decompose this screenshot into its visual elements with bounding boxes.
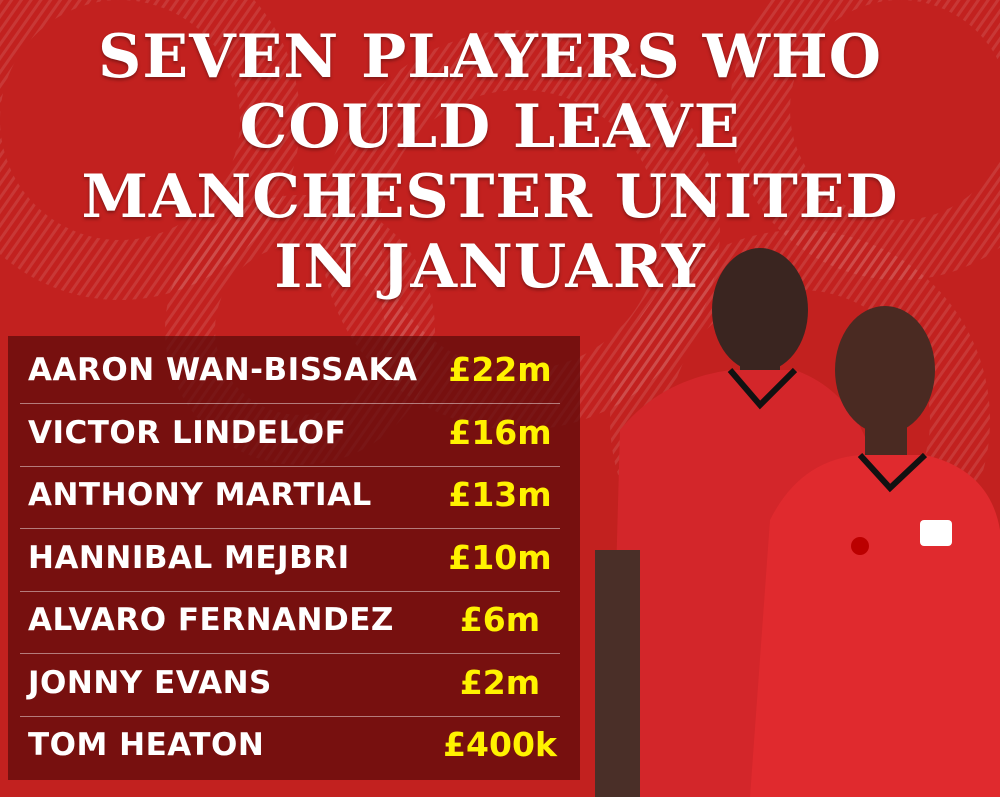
row-divider	[20, 528, 560, 529]
table-row: AARON WAN-BISSAKA £22m	[8, 342, 580, 404]
table-row: VICTOR LINDELOF £16m	[8, 405, 580, 467]
player-value: £6m	[459, 600, 541, 639]
row-divider	[20, 590, 560, 592]
player-value: £10m	[448, 537, 552, 577]
player-value: £400k	[443, 725, 557, 764]
player-name: JONNY EVANS	[28, 664, 272, 701]
player-name: AARON WAN-BISSAKA	[28, 352, 418, 388]
player-value: £13m	[448, 475, 552, 514]
player-name: TOM HEATON	[28, 727, 265, 763]
title-line: SEVEN PLAYERS WHO	[98, 22, 882, 92]
table-row: TOM HEATON £400k	[8, 717, 580, 779]
player-photos	[595, 248, 1000, 797]
player-value: £16m	[448, 412, 552, 452]
table-row: ANTHONY MARTIAL £13m	[8, 467, 580, 529]
player-name: ALVARO FERNANDEZ	[28, 602, 394, 638]
title-line: IN JANUARY	[274, 232, 706, 302]
transfer-table: AARON WAN-BISSAKA £22m VICTOR LINDELOF £16m…	[8, 336, 580, 780]
player-name: ANTHONY MARTIAL	[28, 477, 372, 513]
player-name: VICTOR LINDELOF	[28, 414, 347, 451]
title-line: COULD LEAVE	[239, 92, 741, 162]
player-value: £22m	[448, 350, 552, 389]
title-line: MANCHESTER UNITED	[81, 162, 899, 232]
table-row: ALVARO FERNANDEZ £6m	[8, 592, 580, 654]
player-name: HANNIBAL MEJBRI	[28, 539, 350, 576]
player-value: £2m	[459, 662, 541, 702]
row-divider	[20, 403, 560, 404]
table-row: HANNIBAL MEJBRI £10m	[8, 530, 580, 592]
row-divider	[20, 715, 560, 717]
table-row: JONNY EVANS £2m	[8, 655, 580, 717]
title: SEVEN PLAYERS WHO COULD LEAVE MANCHESTER…	[0, 22, 980, 302]
row-divider	[20, 653, 560, 654]
row-divider	[20, 465, 560, 467]
